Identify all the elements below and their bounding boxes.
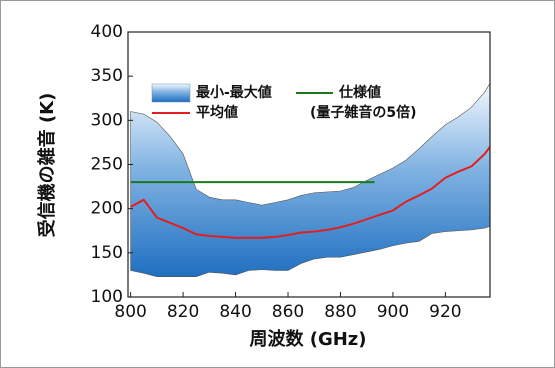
x-tick-label: 840 [219, 302, 251, 322]
y-tick-label: 200 [91, 199, 123, 219]
x-axis-label: 周波数 (GHz) [249, 328, 366, 350]
x-tick-label: 820 [167, 302, 199, 322]
x-tick-label: 880 [324, 302, 356, 322]
x-tick-label: 900 [377, 302, 409, 322]
mean-line [130, 146, 490, 239]
legend-note: (量子雑音の5倍) [310, 104, 417, 121]
y-tick-label: 100 [91, 287, 123, 307]
x-tick-label: 920 [429, 302, 461, 322]
y-tick-label: 350 [91, 66, 123, 86]
y-tick-label: 300 [91, 110, 123, 130]
legend-swatch [151, 83, 191, 103]
y-tick-label: 150 [91, 243, 123, 263]
range-band [130, 82, 490, 277]
x-tick-label: 860 [272, 302, 304, 322]
legend-label: 仕様値 [338, 84, 381, 101]
y-axis-label: 受信機の雑音 (K) [36, 93, 58, 238]
x-tick-label: 800 [114, 302, 146, 322]
legend-label: 平均値 [196, 104, 238, 121]
y-tick-label: 400 [91, 22, 123, 42]
y-tick-label: 250 [91, 155, 123, 175]
legend-label: 最小-最大値 [196, 84, 272, 101]
